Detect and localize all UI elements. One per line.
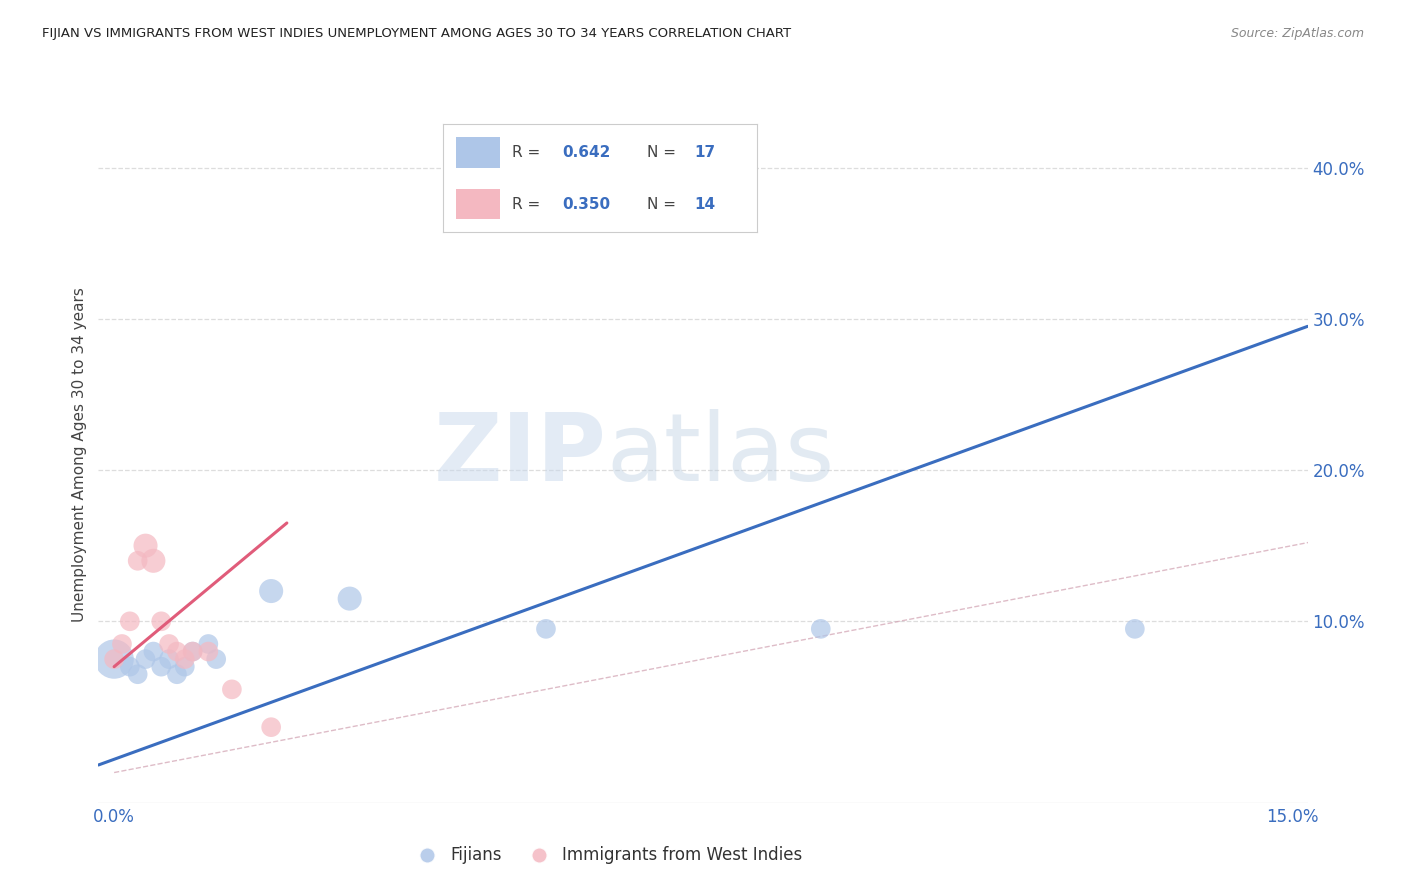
Point: [1123, 622, 1146, 636]
Point: [127, 554, 149, 568]
Point: [135, 652, 157, 666]
Text: ZIP: ZIP: [433, 409, 606, 501]
Point: [173, 652, 195, 666]
Point: [166, 667, 188, 681]
Point: [157, 652, 180, 666]
Point: [142, 554, 165, 568]
Point: [103, 652, 125, 666]
Text: atlas: atlas: [606, 409, 835, 501]
Y-axis label: Unemployment Among Ages 30 to 34 years: Unemployment Among Ages 30 to 34 years: [72, 287, 87, 623]
Point: [810, 622, 832, 636]
Point: [339, 591, 361, 606]
Point: [534, 622, 557, 636]
Point: [111, 637, 134, 651]
Point: [205, 652, 228, 666]
Point: [142, 644, 165, 658]
Point: [103, 652, 125, 666]
Point: [166, 644, 188, 658]
Point: [127, 667, 149, 681]
Text: Source: ZipAtlas.com: Source: ZipAtlas.com: [1230, 27, 1364, 40]
Point: [118, 615, 141, 629]
Point: [150, 615, 173, 629]
Point: [173, 659, 195, 673]
Point: [260, 720, 283, 734]
Point: [135, 539, 157, 553]
Point: [150, 659, 173, 673]
Point: [181, 644, 204, 658]
Point: [260, 584, 283, 599]
Point: [221, 682, 243, 697]
Point: [181, 644, 204, 658]
Point: [157, 637, 180, 651]
Point: [118, 659, 141, 673]
Point: [197, 644, 219, 658]
Legend: Fijians, Immigrants from West Indies: Fijians, Immigrants from West Indies: [404, 839, 808, 871]
Point: [197, 637, 219, 651]
Text: FIJIAN VS IMMIGRANTS FROM WEST INDIES UNEMPLOYMENT AMONG AGES 30 TO 34 YEARS COR: FIJIAN VS IMMIGRANTS FROM WEST INDIES UN…: [42, 27, 792, 40]
